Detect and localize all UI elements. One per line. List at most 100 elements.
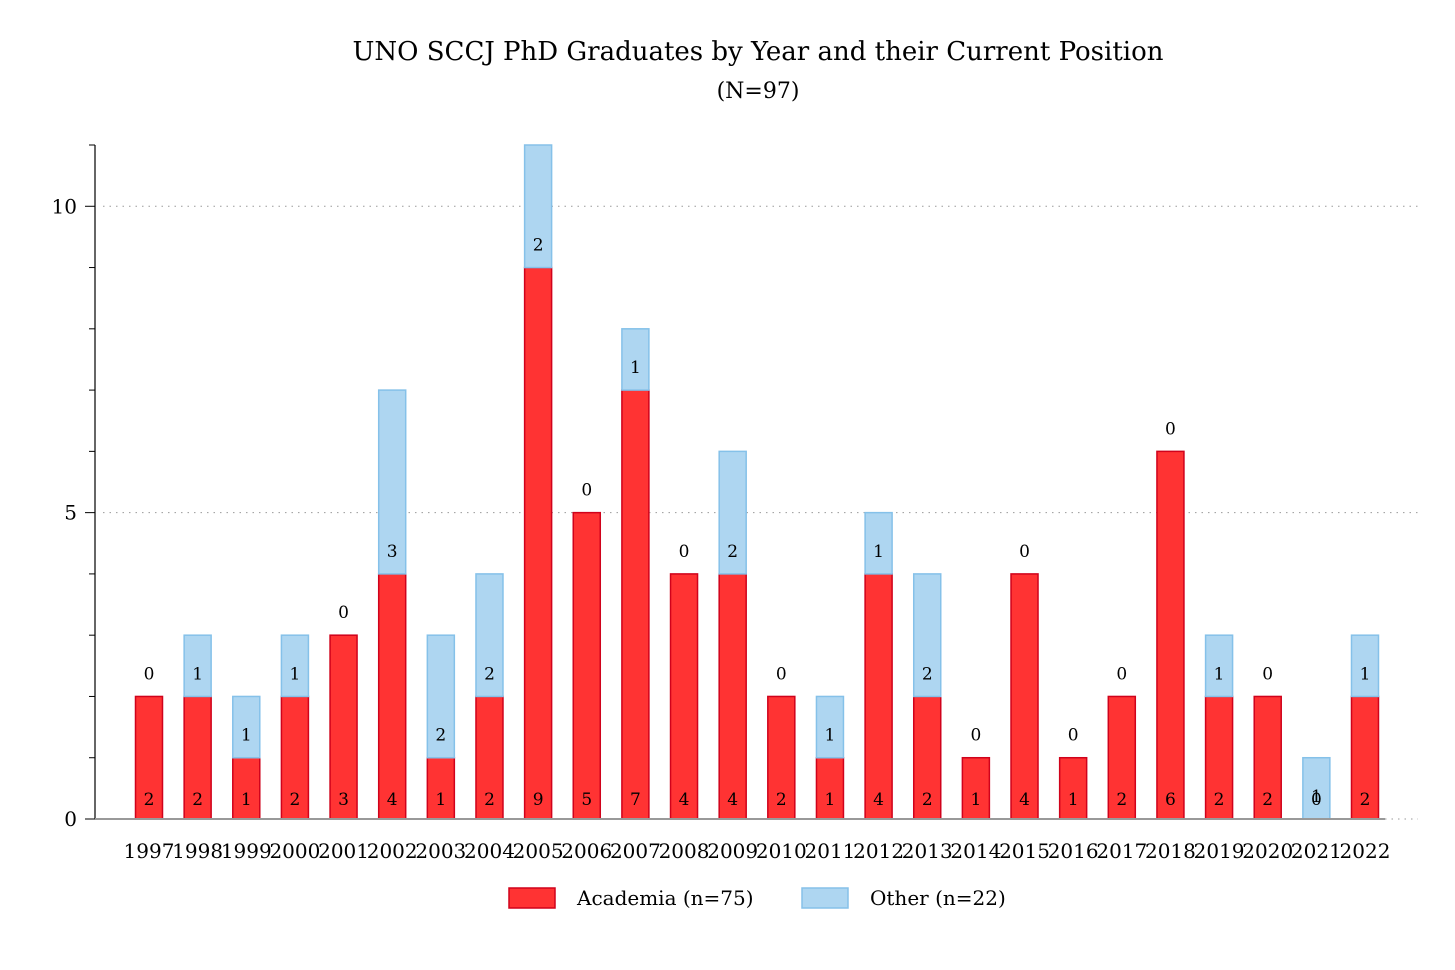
data-label-other: 1 — [630, 358, 641, 378]
data-label-other: 1 — [1360, 664, 1371, 684]
bar-other — [183, 634, 212, 698]
bar-academia — [377, 573, 407, 820]
x-tick-label: 2007 — [610, 839, 661, 863]
data-label-academia: 2 — [144, 790, 155, 810]
bar-other — [232, 695, 261, 759]
data-label-academia: 9 — [533, 790, 544, 810]
axes: 0510199719981999200020012002200320042005… — [52, 144, 1391, 863]
bar-academia — [426, 756, 456, 820]
x-tick-label: 2006 — [561, 839, 612, 863]
data-label-other: 2 — [533, 236, 544, 256]
bar-other — [426, 634, 456, 759]
data-label-other: 0 — [1019, 542, 1030, 562]
x-tick-label: 1997 — [124, 839, 175, 863]
y-tick-label: 10 — [52, 194, 77, 218]
data-label-academia: 4 — [679, 790, 690, 810]
x-tick-label: 2017 — [1096, 839, 1147, 863]
legend-swatch-other — [801, 887, 849, 909]
x-tick-label: 1999 — [221, 839, 272, 863]
y-tick-label: 5 — [64, 501, 77, 525]
data-label-other: 0 — [1068, 726, 1079, 746]
data-label-other: 2 — [484, 664, 495, 684]
bar-other — [1302, 756, 1331, 820]
data-label-other: 0 — [970, 726, 981, 746]
x-tick-label: 2016 — [1048, 839, 1099, 863]
bar-academia — [1204, 695, 1234, 820]
data-label-other: 0 — [581, 481, 592, 501]
bar-other — [1350, 634, 1380, 698]
data-label-other: 1 — [290, 664, 301, 684]
data-label-other: 1 — [1214, 664, 1225, 684]
chart-title: UNO SCCJ PhD Graduates by Year and their… — [353, 37, 1164, 67]
data-label-academia: 2 — [192, 790, 203, 810]
data-label-academia: 5 — [581, 790, 592, 810]
bar-academia — [1107, 695, 1137, 820]
bar-other — [280, 634, 310, 698]
data-label-academia: 1 — [1068, 790, 1079, 810]
bar-other — [621, 328, 650, 391]
bar-academia — [1156, 450, 1185, 820]
x-tick-label: 2008 — [659, 839, 710, 863]
x-tick-label: 2022 — [1340, 839, 1391, 863]
data-label-academia: 4 — [1019, 790, 1030, 810]
data-label-academia: 2 — [1262, 790, 1273, 810]
data-label-academia: 2 — [1214, 790, 1225, 810]
bar-academia — [1253, 695, 1282, 820]
x-tick-label: 2010 — [756, 839, 807, 863]
data-label-other: 0 — [144, 664, 155, 684]
x-tick-label: 2014 — [950, 839, 1001, 863]
data-label-academia: 2 — [1360, 790, 1371, 810]
bar-academia — [718, 573, 747, 820]
chart-subtitle: (N=97) — [717, 79, 800, 104]
bar-academia — [1058, 756, 1088, 820]
x-tick-label: 2020 — [1242, 839, 1293, 863]
data-label-academia: 4 — [727, 790, 738, 810]
data-label-other: 3 — [387, 542, 398, 562]
x-tick-label: 2013 — [902, 839, 953, 863]
grid-lines — [103, 205, 1418, 820]
bar-academia — [572, 511, 602, 820]
data-label-other: 1 — [873, 542, 884, 562]
data-label-other: 0 — [1262, 664, 1273, 684]
data-label-academia: 6 — [1165, 790, 1176, 810]
data-label-other: 0 — [1116, 664, 1127, 684]
bar-other — [475, 573, 504, 698]
legend-label-academia: Academia (n=75) — [576, 886, 754, 910]
data-label-academia: 4 — [873, 790, 884, 810]
data-label-academia: 2 — [1116, 790, 1127, 810]
data-label-other: 0 — [776, 664, 787, 684]
x-tick-label: 2015 — [999, 839, 1050, 863]
x-tick-label: 1998 — [172, 839, 223, 863]
data-label-academia: 7 — [630, 790, 641, 810]
legend-label-other: Other (n=22) — [870, 886, 1006, 910]
data-label-other: 0 — [679, 542, 690, 562]
data-label-academia: 1 — [970, 790, 981, 810]
bar-academia — [669, 573, 699, 820]
bar-academia — [864, 573, 893, 820]
data-label-other: 1 — [825, 726, 836, 746]
bar-other — [815, 695, 845, 759]
bar-academia — [523, 266, 553, 820]
bar-academia — [183, 695, 212, 820]
data-label-academia: 1 — [435, 790, 446, 810]
x-tick-label: 2012 — [853, 839, 904, 863]
x-tick-label: 2019 — [1194, 839, 1245, 863]
data-label-other: 1 — [241, 726, 252, 746]
data-label-other: 2 — [727, 542, 738, 562]
data-label-other: 0 — [1165, 419, 1176, 439]
x-tick-label: 2005 — [513, 839, 564, 863]
x-tick-label: 2009 — [707, 839, 758, 863]
data-label-academia: 2 — [776, 790, 787, 810]
bar-other — [718, 450, 747, 575]
x-tick-label: 2018 — [1145, 839, 1196, 863]
legend: Academia (n=75) Other (n=22) — [508, 886, 1006, 910]
bar-academia — [1350, 695, 1380, 820]
data-label-academia: 4 — [387, 790, 398, 810]
bar-academia — [815, 756, 845, 820]
bar-academia — [280, 695, 310, 820]
legend-swatch-academia — [508, 887, 556, 909]
data-label-academia: 2 — [290, 790, 301, 810]
bar-academia — [1010, 573, 1039, 820]
data-label-academia: 1 — [241, 790, 252, 810]
